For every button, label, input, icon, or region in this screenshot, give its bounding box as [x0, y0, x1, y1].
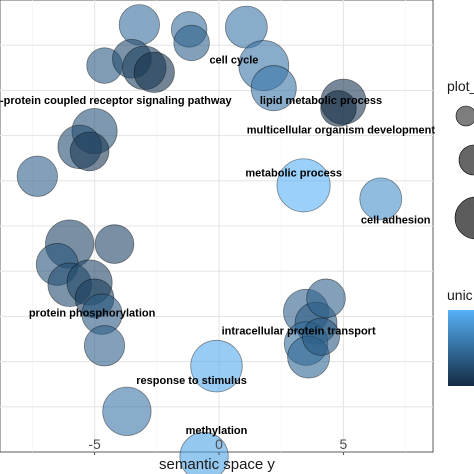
bubble-label-0: cell cycle [209, 54, 258, 66]
bubble-label-3: multicellular organism development [247, 124, 436, 136]
bubble-28 [306, 278, 346, 319]
bubble-16 [276, 158, 331, 213]
legend-size-small [455, 105, 474, 127]
bubble-3 [173, 24, 210, 62]
bubble-0 [118, 4, 160, 46]
legend-size-medium [458, 144, 474, 176]
x-tick-label: 0 [215, 436, 223, 452]
bubble-label-2: lipid metabolic process [260, 95, 382, 107]
bubbles [16, 4, 403, 474]
bubble-17 [359, 177, 403, 221]
legend-size-title: plot_ [447, 78, 474, 94]
bubble-label-9: methylation [186, 425, 248, 437]
legend-size-large [454, 196, 474, 240]
x-axis-title: semantic space y [159, 456, 275, 473]
bubble-7 [133, 51, 175, 93]
bubble-15 [16, 155, 58, 197]
bubble-label-6: protein phosphorylation [29, 307, 156, 319]
bubble-label-7: intracellular protein transport [222, 325, 376, 337]
x-tick-label: -5 [88, 436, 101, 452]
legend-color-title: unic [447, 287, 473, 303]
x-tick-label: 5 [340, 436, 348, 452]
legend: plot_ unic [447, 78, 474, 386]
bubble-31 [302, 317, 341, 356]
bubble-11 [320, 90, 357, 127]
bubble-33 [102, 386, 152, 436]
bubble-label-1: -protein coupled receptor signaling path… [0, 95, 233, 107]
bubble-25 [83, 325, 126, 367]
bubble-14 [69, 131, 110, 172]
bubble-label-4: metabolic process [245, 167, 342, 179]
legend-color-bar [448, 310, 474, 386]
bubble-34 [179, 431, 229, 474]
bubble-20 [94, 224, 135, 264]
x-axis-ticks: -5 0 5 [88, 436, 348, 455]
bubble-9 [250, 65, 297, 112]
bubble-label-8: response to stimulus [136, 375, 247, 387]
bubble-32 [190, 339, 243, 393]
bubble-label-5: cell adhesion [361, 215, 431, 227]
bubble-labels: cell cycle -protein coupled receptor sign… [0, 54, 435, 437]
